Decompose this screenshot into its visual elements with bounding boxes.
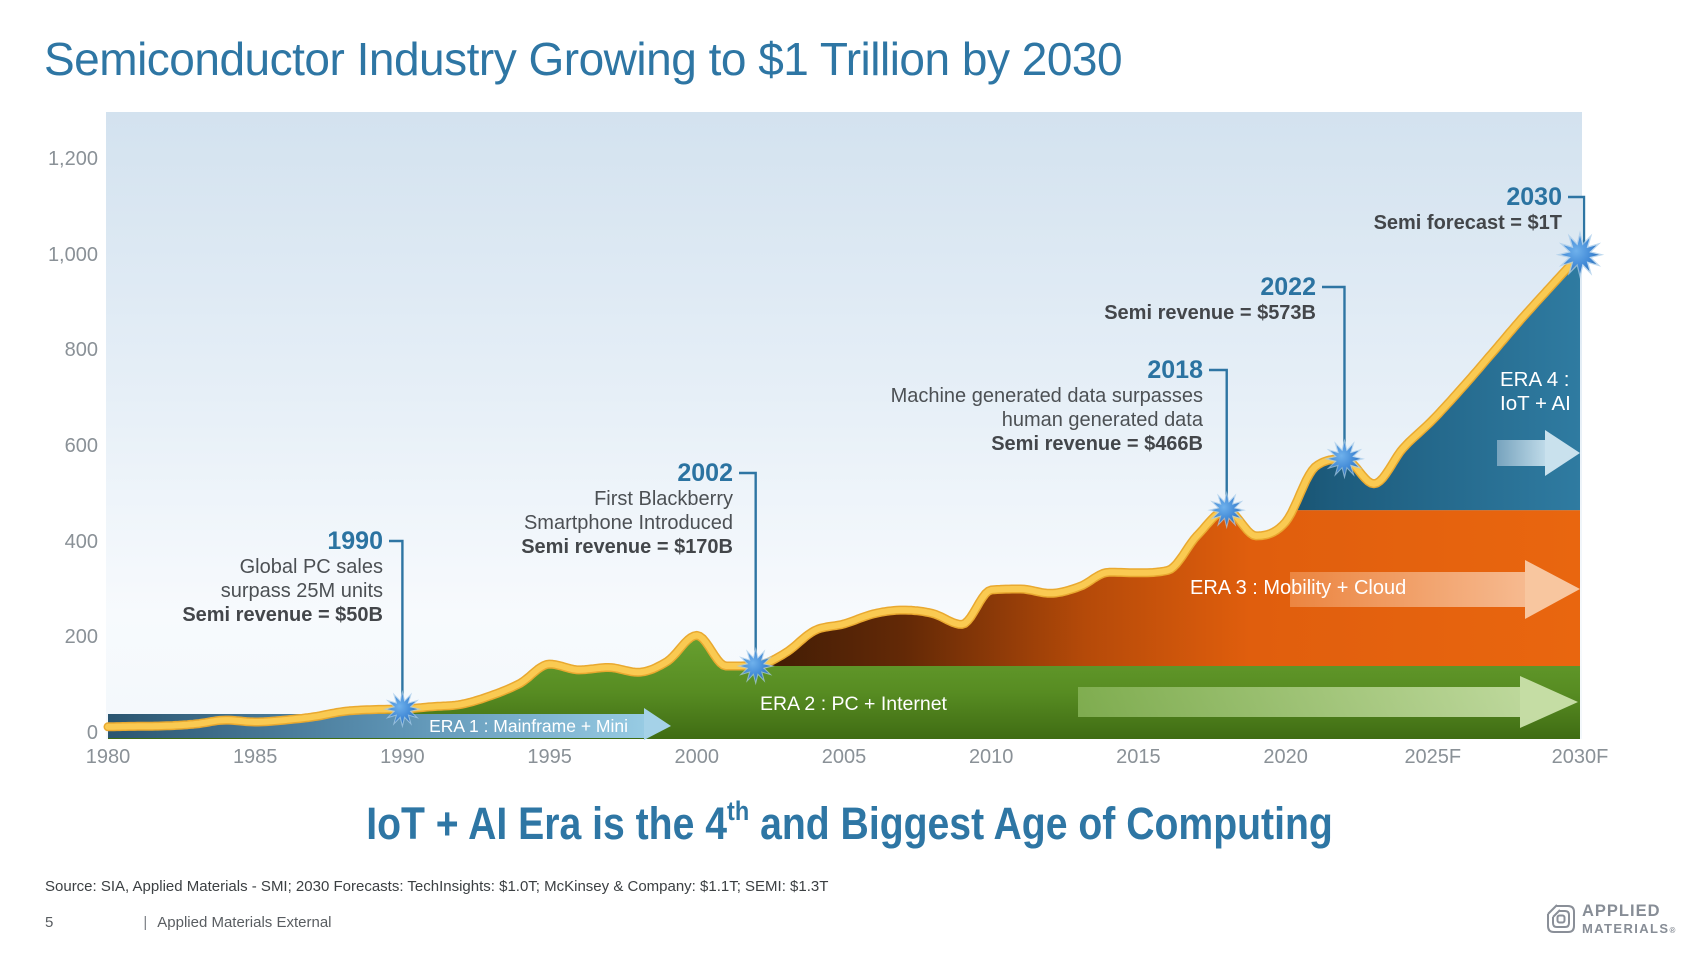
- milestone-connector-2002: [739, 471, 757, 661]
- headline-superscript: th: [727, 796, 750, 826]
- applied-materials-logo-icon: [1547, 904, 1575, 933]
- era4-teal-area: [1167, 254, 1580, 511]
- applied-materials-logo: APPLIED MATERIALS®: [1546, 903, 1677, 935]
- milestone-connector-2030: [1568, 195, 1586, 249]
- era3-arrow: [1290, 560, 1580, 619]
- footer-label: Applied Materials External: [157, 914, 332, 931]
- milestone-marker-2022: [1328, 442, 1361, 475]
- milestone-connector-2022: [1322, 285, 1346, 453]
- milestone-connector-2018: [1209, 368, 1228, 505]
- source-note: Source: SIA, Applied Materials - SMI; 20…: [45, 878, 829, 895]
- slide-title: Semiconductor Industry Growing to $1 Tri…: [44, 33, 1123, 85]
- headline-text-suffix: and Biggest Age of Computing: [749, 798, 1333, 849]
- milestone-marker-1990: [387, 694, 418, 725]
- headline-text: IoT + AI Era is the 4: [366, 798, 728, 849]
- logo-line1: APPLIED: [1582, 902, 1661, 920]
- era2-arrow: [1078, 676, 1578, 728]
- milestone-marker-2018: [1211, 495, 1242, 526]
- registered-mark: ®: [1669, 925, 1677, 935]
- footer-separator: |: [143, 914, 148, 931]
- slide-footer: 5 | Applied Materials External: [45, 914, 332, 931]
- page-number: 5: [45, 914, 54, 931]
- applied-materials-wordmark: APPLIED MATERIALS®: [1582, 903, 1677, 935]
- logo-line2: MATERIALS: [1582, 920, 1670, 936]
- milestone-marker-2030: [1561, 235, 1599, 274]
- milestone-connector-1990: [389, 539, 404, 704]
- milestone-marker-2002: [740, 651, 771, 681]
- slide-headline: IoT + AI Era is the 4th and Biggest Age …: [0, 796, 1699, 850]
- era4-arrow: [1497, 430, 1580, 476]
